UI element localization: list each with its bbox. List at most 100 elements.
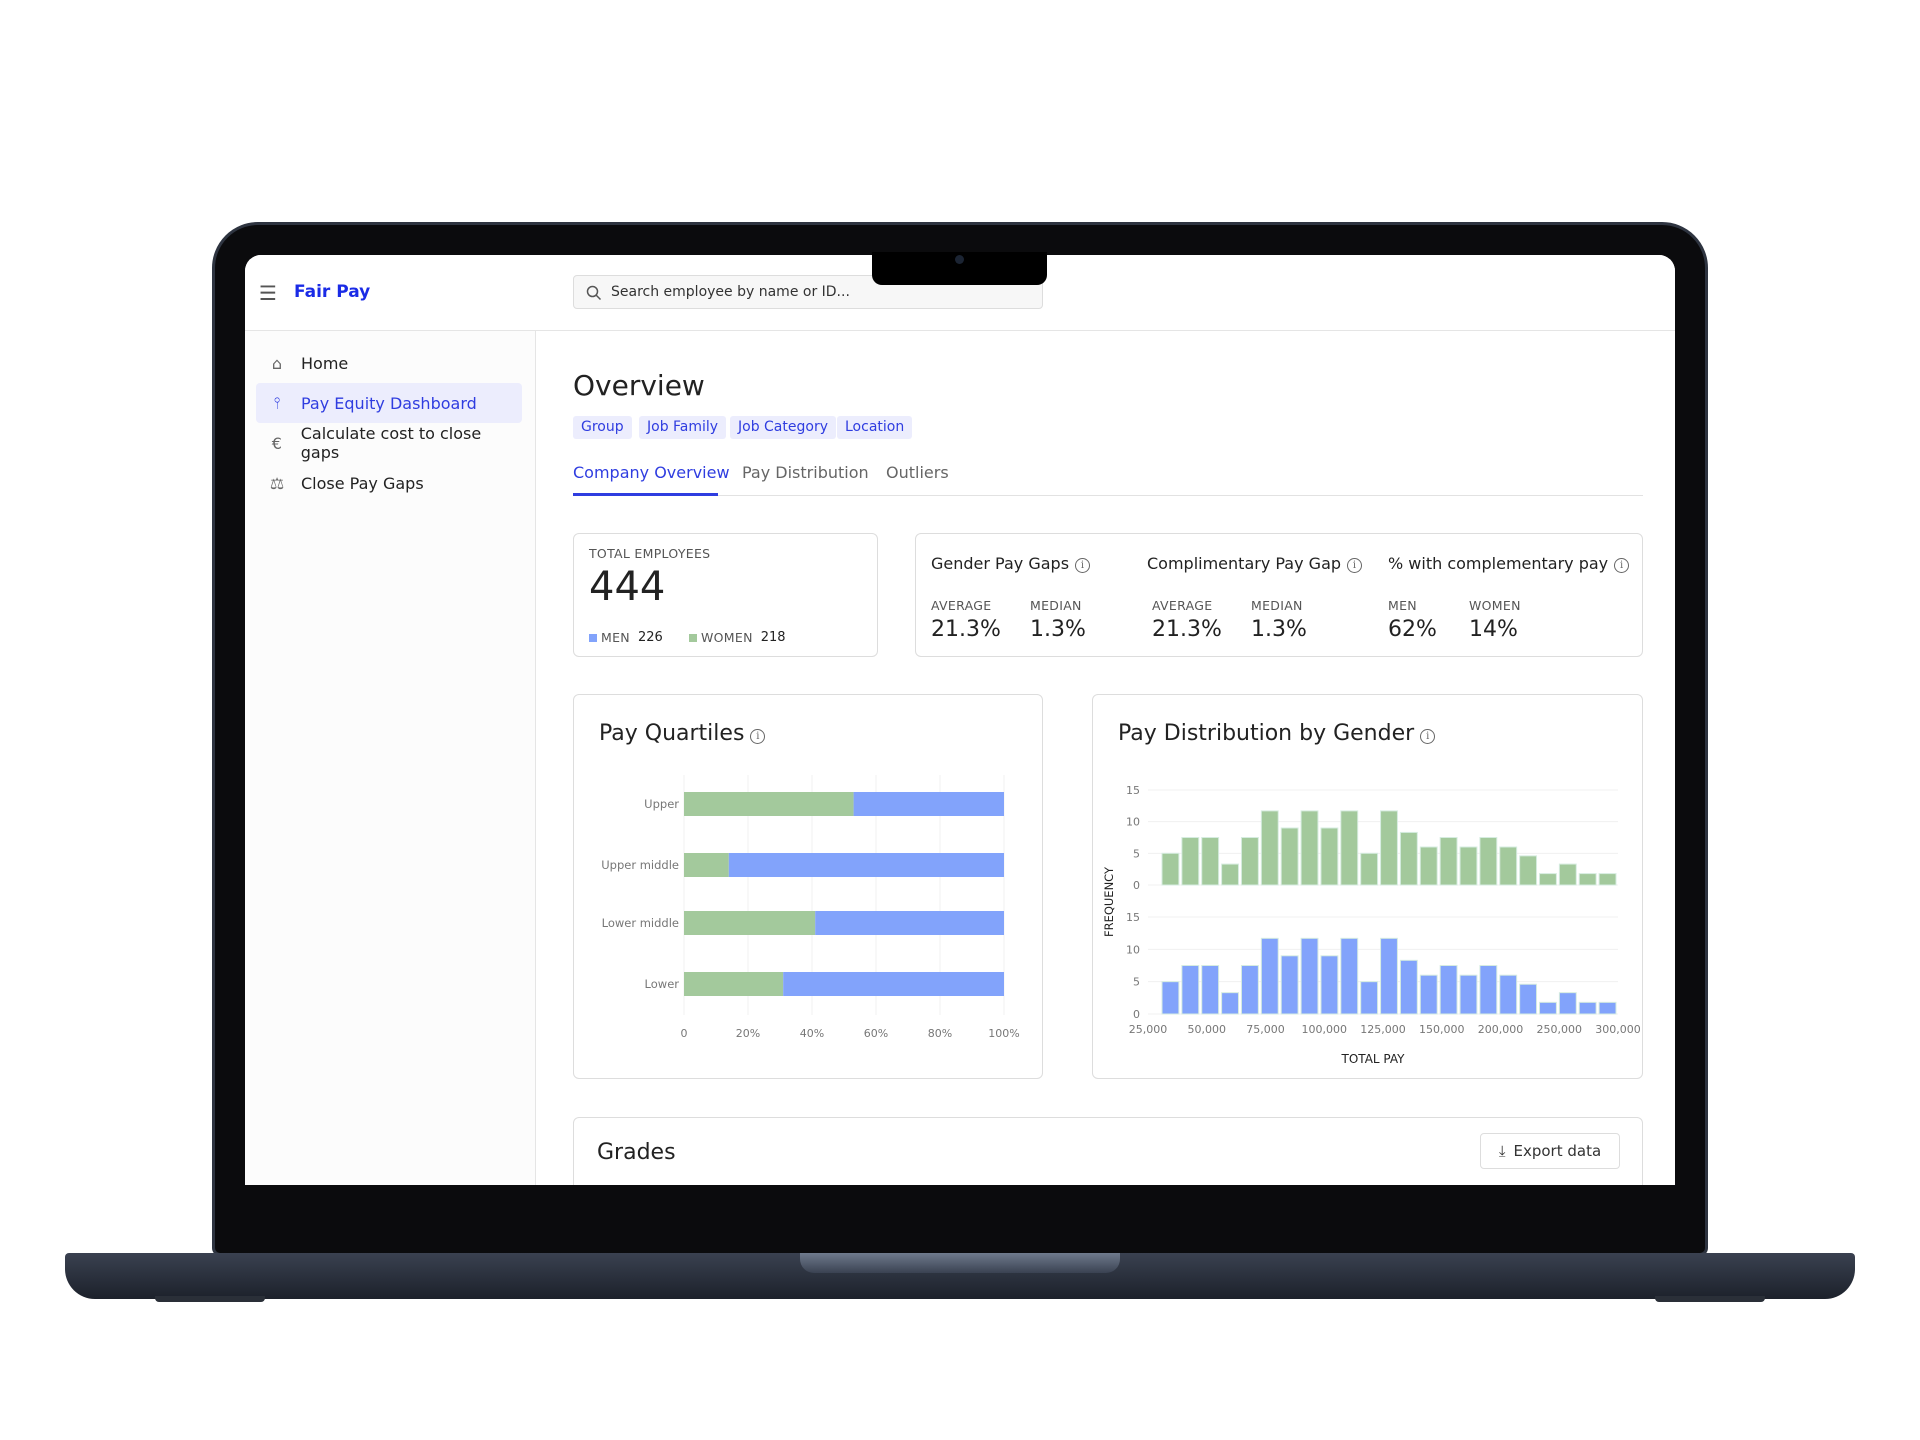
women-histogram-bar <box>1399 831 1418 886</box>
x-tick-label: 75,000 <box>1246 1023 1285 1036</box>
men-bar-segment <box>728 853 1004 877</box>
x-tick-label: 20% <box>736 1027 760 1040</box>
men-histogram-bar <box>1399 959 1418 1015</box>
info-icon[interactable]: i <box>1420 729 1436 744</box>
men-histogram-bar <box>1598 1001 1617 1015</box>
pct-complementary-pay-heading: % with complementary pay i <box>1388 554 1630 573</box>
men-histogram-bar <box>1360 981 1379 1015</box>
pay-distribution-chart: 0 5 10 15 0 5 10 15 25,000 50,000 75,000 100,000 125… <box>1102 784 1641 1066</box>
gender-gap-average-value: 21.3% <box>931 617 1001 642</box>
scale-icon: ⚖ <box>269 473 285 493</box>
info-icon[interactable]: i <box>750 729 766 744</box>
home-icon: ⌂ <box>271 353 283 373</box>
women-histogram-bar <box>1320 827 1339 886</box>
men-histogram-bar <box>1161 981 1180 1015</box>
filter-chip-location[interactable]: Location <box>837 416 913 439</box>
women-histogram-bar <box>1360 852 1379 886</box>
info-icon[interactable]: i <box>1075 558 1091 573</box>
men-histogram-bar <box>1280 955 1299 1015</box>
y-tick-label: 10 <box>1126 943 1140 956</box>
export-data-label: Export data <box>1513 1142 1602 1160</box>
filter-chip-job-family[interactable]: Job Family <box>639 416 727 439</box>
women-histogram-bar <box>1479 837 1498 886</box>
men-histogram-bar <box>1459 974 1478 1015</box>
men-histogram-bar <box>1340 937 1359 1015</box>
women-count: WOMEN 218 <box>689 630 786 645</box>
men-value: 226 <box>637 630 663 645</box>
total-employees-value: 444 <box>589 564 666 610</box>
women-legend-swatch <box>689 633 697 642</box>
active-tab-indicator <box>573 493 718 496</box>
women-label: WOMEN <box>701 630 753 645</box>
filter-chip-job-category[interactable]: Job Category <box>730 416 836 439</box>
category-label: Lower <box>645 977 680 991</box>
men-histogram-bar <box>1558 992 1577 1015</box>
sidebar-item-calculate-cost[interactable]: € Calculate cost to close gaps <box>256 423 522 463</box>
gender-pay-gaps-title: Gender Pay Gaps <box>931 554 1070 573</box>
category-label: Upper <box>644 797 679 811</box>
women-histogram-bar <box>1221 863 1239 886</box>
women-histogram-bar <box>1519 855 1538 886</box>
men-histogram-bar <box>1240 965 1259 1015</box>
y-axis-title: FREQUENCY <box>1102 866 1116 937</box>
page-title: Overview <box>573 369 705 402</box>
women-histogram-bar <box>1539 873 1557 886</box>
total-employees-card: TOTAL EMPLOYEES 444 MEN 226 WOMEN 218 <box>573 533 878 657</box>
women-bar-segment <box>684 853 729 877</box>
women-histogram-bar <box>1578 873 1597 886</box>
sidebar-item-home[interactable]: ⌂ Home <box>256 343 522 383</box>
download-icon: ⤓ <box>1498 1142 1506 1160</box>
y-tick-label: 10 <box>1126 816 1140 829</box>
men-bar-segment <box>853 792 1004 816</box>
total-employees-label: TOTAL EMPLOYEES <box>589 546 711 561</box>
women-histogram-bar <box>1419 846 1438 886</box>
x-tick-label: 100% <box>988 1027 1019 1040</box>
hamburger-icon[interactable]: ☰ <box>259 281 277 305</box>
dashboard-icon: ⫯ <box>273 393 281 412</box>
info-icon[interactable]: i <box>1347 558 1363 573</box>
tab-pay-distribution[interactable]: Pay Distribution <box>742 463 869 482</box>
sidebar-item-pay-equity-dashboard[interactable]: ⫯ Pay Equity Dashboard <box>256 383 522 423</box>
men-histogram-bar <box>1320 955 1339 1015</box>
compl-pct-men-value: 62% <box>1388 617 1437 642</box>
sidebar-item-label: Home <box>301 353 349 373</box>
men-bar-segment <box>815 911 1004 935</box>
x-tick-label: 300,000 <box>1595 1023 1641 1036</box>
sidebar-item-label: Close Pay Gaps <box>301 473 424 493</box>
x-tick-label: 200,000 <box>1478 1023 1524 1036</box>
men-bar-segment <box>783 972 1004 996</box>
app-title[interactable]: Fair Pay <box>294 282 371 302</box>
pay-quartiles-chart: 0 20% 40% 60% 80% 100% Upper Upper middle Lower … <box>601 775 1020 1040</box>
women-histogram-bar <box>1598 873 1617 886</box>
men-histogram-bar <box>1201 965 1220 1015</box>
info-icon[interactable]: i <box>1614 558 1630 573</box>
sidebar: ⌂ Home ⫯ Pay Equity Dashboard € Calculate c… <box>245 331 536 1185</box>
compl-gap-average-label: AVERAGE <box>1152 598 1213 613</box>
men-histogram-bar <box>1260 937 1279 1015</box>
camera-icon <box>955 255 964 264</box>
laptop-foot <box>155 1296 265 1302</box>
men-label: MEN <box>601 630 630 645</box>
compl-pct-women-value: 14% <box>1469 617 1518 642</box>
grades-card: Grades ⤓ Export data <box>573 1117 1643 1185</box>
sidebar-item-label: Pay Equity Dashboard <box>301 393 477 413</box>
women-histogram-bar <box>1181 837 1200 886</box>
men-histogram-bar <box>1221 992 1239 1015</box>
sidebar-item-label: Calculate cost to close gaps <box>300 424 482 462</box>
sidebar-item-close-pay-gaps[interactable]: ⚖ Close Pay Gaps <box>256 463 522 503</box>
men-histogram-bar <box>1419 974 1438 1015</box>
category-label: Upper middle <box>601 858 679 872</box>
tab-outliers[interactable]: Outliers <box>886 463 949 482</box>
tab-company-overview[interactable]: Company Overview <box>573 463 730 482</box>
euro-icon: € <box>271 433 282 453</box>
women-histogram-bar <box>1280 827 1299 886</box>
filter-chip-group[interactable]: Group <box>573 416 632 439</box>
x-tick-label: 80% <box>928 1027 952 1040</box>
gender-pay-gaps-heading: Gender Pay Gaps i <box>931 554 1091 573</box>
gender-gap-average-label: AVERAGE <box>931 598 992 613</box>
gender-gap-median-value: 1.3% <box>1030 617 1086 642</box>
export-data-button[interactable]: ⤓ Export data <box>1480 1133 1620 1169</box>
screen: ☰ Fair Pay Search employee by name or ID… <box>245 255 1675 1185</box>
men-count: MEN 226 <box>589 630 663 645</box>
pay-distribution-title: Pay Distribution by Gender <box>1118 721 1415 746</box>
